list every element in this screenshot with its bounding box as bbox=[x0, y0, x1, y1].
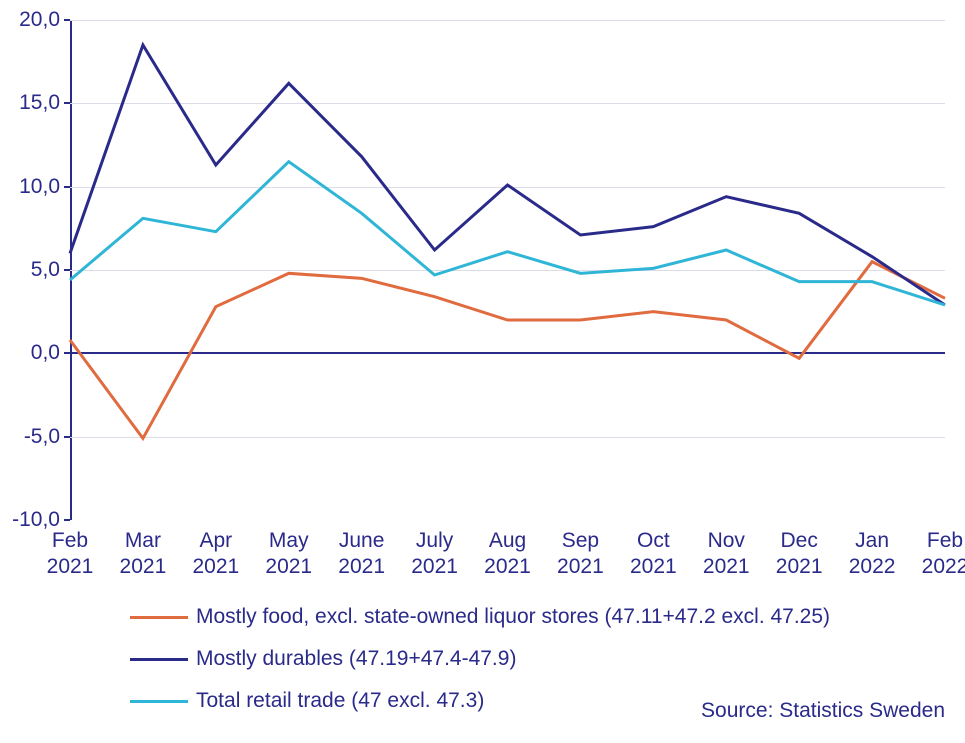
legend-label: Mostly durables (47.19+47.4-47.9) bbox=[196, 647, 516, 671]
x-tick-label: Jan 2022 bbox=[849, 528, 896, 581]
legend-swatch bbox=[130, 658, 188, 661]
line-chart: -10,0-5,00,05,010,015,020,0 Feb 2021Mar … bbox=[0, 0, 965, 743]
series-durables bbox=[70, 45, 945, 305]
x-tick-label: Aug 2021 bbox=[484, 528, 531, 581]
x-tick-label: July 2021 bbox=[411, 528, 458, 581]
y-tick-label: 0,0 bbox=[0, 341, 60, 365]
legend-item-food: Mostly food, excl. state-owned liquor st… bbox=[130, 605, 830, 629]
y-tick-label: -5,0 bbox=[0, 425, 60, 449]
legend-label: Mostly food, excl. state-owned liquor st… bbox=[196, 605, 830, 629]
y-tick-label: 10,0 bbox=[0, 175, 60, 199]
x-tick-label: June 2021 bbox=[338, 528, 385, 581]
x-tick-label: May 2021 bbox=[265, 528, 312, 581]
x-tick-label: Nov 2021 bbox=[703, 528, 750, 581]
plot-area bbox=[70, 20, 945, 520]
y-tick-label: 20,0 bbox=[0, 8, 60, 32]
legend-label: Total retail trade (47 excl. 47.3) bbox=[196, 689, 484, 713]
series-total bbox=[70, 162, 945, 305]
source-text: Source: Statistics Sweden bbox=[701, 699, 945, 723]
x-tick-label: Dec 2021 bbox=[776, 528, 823, 581]
x-tick-label: Feb 2021 bbox=[47, 528, 94, 581]
x-tick-label: Mar 2021 bbox=[120, 528, 167, 581]
y-tick-label: 5,0 bbox=[0, 258, 60, 282]
legend-swatch bbox=[130, 700, 188, 703]
legend-swatch bbox=[130, 616, 188, 619]
series-food bbox=[70, 262, 945, 439]
x-tick-label: Apr 2021 bbox=[192, 528, 239, 581]
legend-item-durables: Mostly durables (47.19+47.4-47.9) bbox=[130, 647, 830, 671]
x-tick-label: Oct 2021 bbox=[630, 528, 677, 581]
y-tick-label: 15,0 bbox=[0, 91, 60, 115]
x-tick-label: Feb 2022 bbox=[922, 528, 965, 581]
x-tick-label: Sep 2021 bbox=[557, 528, 604, 581]
